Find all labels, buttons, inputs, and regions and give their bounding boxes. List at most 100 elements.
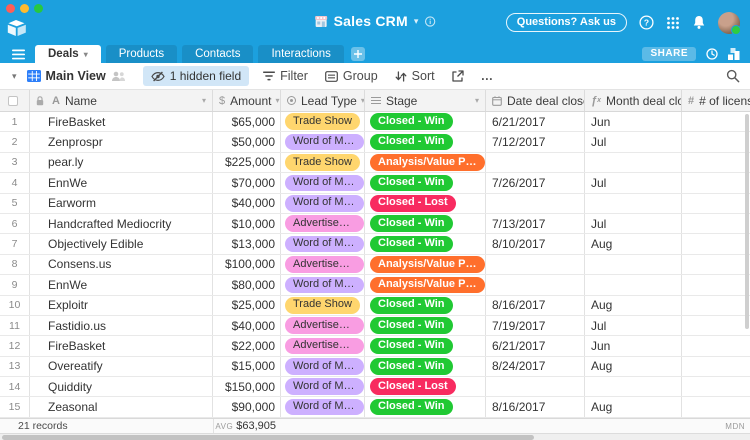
cell-stage[interactable]: Closed - Win: [365, 315, 486, 336]
tab-deals[interactable]: Deals ▾: [35, 45, 101, 63]
column-header-licenses[interactable]: # # of licenses: [682, 90, 750, 111]
cell-stage[interactable]: Closed - Win: [365, 397, 486, 417]
cell-month-deal-closed[interactable]: [585, 193, 682, 213]
cell-lead-type[interactable]: Word of Mouth: [281, 234, 365, 254]
cell-date-deal-closed[interactable]: 7/12/2017: [486, 132, 585, 152]
airtable-logo-icon[interactable]: [7, 20, 27, 37]
table-row[interactable]: 14 Quiddity $150,000 Word of Mouth Close…: [0, 377, 750, 398]
cell-month-deal-closed[interactable]: Jul: [585, 173, 682, 193]
table-row[interactable]: 2 Zenprospr $50,000 Word of Mouth Closed…: [0, 132, 750, 153]
cell-name[interactable]: Overeatify: [30, 356, 213, 377]
share-button[interactable]: SHARE: [642, 47, 696, 61]
column-header-date-deal-closed[interactable]: Date deal closed ▾: [486, 90, 585, 111]
cell-amount[interactable]: $225,000: [213, 152, 281, 173]
cell-date-deal-closed[interactable]: [486, 193, 585, 213]
cell-stage[interactable]: Closed - Win: [365, 112, 486, 132]
cell-stage[interactable]: Closed - Win: [365, 336, 486, 356]
cell-date-deal-closed[interactable]: 8/24/2017: [486, 356, 585, 377]
cell-stage[interactable]: Analysis/Value Proposition: [365, 152, 486, 173]
column-header-month-deal-closed[interactable]: ƒx Month deal closed ▾: [585, 90, 682, 111]
select-all-checkbox[interactable]: [8, 95, 18, 106]
cell-month-deal-closed[interactable]: Aug: [585, 234, 682, 254]
cell-stage[interactable]: Closed - Win: [365, 132, 486, 152]
cell-amount[interactable]: $50,000: [213, 132, 281, 152]
hidden-fields-button[interactable]: 1 hidden field: [142, 66, 250, 86]
cell-licenses[interactable]: [682, 275, 750, 294]
cell-name[interactable]: Consens.us: [30, 254, 213, 275]
cell-licenses[interactable]: [682, 316, 750, 335]
cell-lead-type[interactable]: Trade Show: [281, 112, 365, 132]
table-row[interactable]: 11 Fastidio.us $40,000 Advertisement Clo…: [0, 315, 750, 337]
cell-amount[interactable]: $80,000: [213, 275, 281, 295]
tab-products[interactable]: Products: [105, 45, 178, 63]
cell-lead-type[interactable]: Advertisement: [281, 336, 365, 356]
cell-licenses[interactable]: [682, 112, 750, 131]
table-row[interactable]: 7 Objectively Edible $13,000 Word of Mou…: [0, 234, 750, 255]
more-options-button[interactable]: …: [480, 69, 496, 83]
cell-stage[interactable]: Closed - Lost: [365, 193, 486, 213]
cell-name[interactable]: Handcrafted Mediocrity: [30, 213, 213, 234]
search-icon[interactable]: [726, 69, 740, 83]
column-header-name[interactable]: A Name ▾: [30, 90, 213, 111]
column-header-lead-type[interactable]: Lead Type ▾: [281, 90, 365, 111]
cell-licenses[interactable]: [682, 336, 750, 355]
cell-lead-type[interactable]: Word of Mouth: [281, 132, 365, 152]
cell-date-deal-closed[interactable]: 7/19/2017: [486, 315, 585, 336]
cell-name[interactable]: EnnWe: [30, 275, 213, 295]
cell-date-deal-closed[interactable]: 6/21/2017: [486, 112, 585, 132]
bell-icon[interactable]: [692, 15, 706, 30]
cell-date-deal-closed[interactable]: 7/13/2017: [486, 213, 585, 234]
cell-month-deal-closed[interactable]: Aug: [585, 397, 682, 417]
cell-licenses[interactable]: [682, 397, 750, 416]
cell-name[interactable]: pear.ly: [30, 152, 213, 173]
cell-month-deal-closed[interactable]: Aug: [585, 356, 682, 377]
cell-amount[interactable]: $150,000: [213, 377, 281, 397]
share-view-button[interactable]: [451, 70, 464, 82]
info-icon[interactable]: [424, 15, 436, 27]
table-row[interactable]: 9 EnnWe $80,000 Word of Mouth Analysis/V…: [0, 275, 750, 296]
questions-button[interactable]: Questions? Ask us: [505, 13, 627, 32]
column-header-stage[interactable]: Stage ▾: [365, 90, 486, 111]
cell-month-deal-closed[interactable]: Jul: [585, 315, 682, 336]
blocks-icon[interactable]: [728, 48, 740, 60]
chevron-down-icon[interactable]: ▾: [360, 96, 365, 105]
cell-month-deal-closed[interactable]: [585, 152, 682, 173]
cell-name[interactable]: Zeasonal: [30, 397, 213, 417]
add-table-button[interactable]: [350, 47, 365, 61]
cell-date-deal-closed[interactable]: [486, 152, 585, 173]
cell-stage[interactable]: Analysis/Value Proposition: [365, 275, 486, 295]
column-header-amount[interactable]: $ Amount ▾: [213, 90, 281, 111]
window-controls[interactable]: [6, 4, 43, 13]
cell-date-deal-closed[interactable]: [486, 254, 585, 275]
cell-amount[interactable]: $40,000: [213, 315, 281, 336]
cell-date-deal-closed[interactable]: 8/16/2017: [486, 397, 585, 417]
amount-average[interactable]: AVG $63,905: [213, 419, 281, 433]
base-menu-caret-icon[interactable]: ▾: [413, 15, 419, 26]
cell-amount[interactable]: $25,000: [213, 295, 281, 315]
cell-name[interactable]: Earworm: [30, 193, 213, 213]
cell-stage[interactable]: Closed - Lost: [365, 377, 486, 397]
cell-amount[interactable]: $40,000: [213, 193, 281, 213]
cell-amount[interactable]: $90,000: [213, 397, 281, 417]
cell-amount[interactable]: $65,000: [213, 112, 281, 132]
cell-month-deal-closed[interactable]: Jun: [585, 336, 682, 356]
menu-icon[interactable]: [0, 45, 35, 63]
cell-lead-type[interactable]: Word of Mouth: [281, 397, 365, 417]
cell-stage[interactable]: Analysis/Value Proposition: [365, 254, 486, 275]
cell-licenses[interactable]: [682, 255, 750, 274]
cell-stage[interactable]: Closed - Win: [365, 295, 486, 315]
filter-button[interactable]: Filter: [263, 69, 308, 83]
cell-stage[interactable]: Closed - Win: [365, 234, 486, 254]
cell-lead-type[interactable]: Word of Mouth: [281, 193, 365, 213]
cell-name[interactable]: Quiddity: [30, 377, 213, 397]
help-icon[interactable]: ?: [639, 15, 654, 30]
cell-licenses[interactable]: [682, 214, 750, 233]
table-row[interactable]: 1 FireBasket $65,000 Trade Show Closed -…: [0, 112, 750, 133]
vertical-scrollbar-thumb[interactable]: [745, 114, 749, 329]
cell-date-deal-closed[interactable]: 8/10/2017: [486, 234, 585, 254]
cell-licenses[interactable]: [682, 296, 750, 315]
cell-stage[interactable]: Closed - Win: [365, 356, 486, 377]
cell-stage[interactable]: Closed - Win: [365, 213, 486, 234]
cell-name[interactable]: EnnWe: [30, 173, 213, 193]
cell-amount[interactable]: $100,000: [213, 254, 281, 275]
